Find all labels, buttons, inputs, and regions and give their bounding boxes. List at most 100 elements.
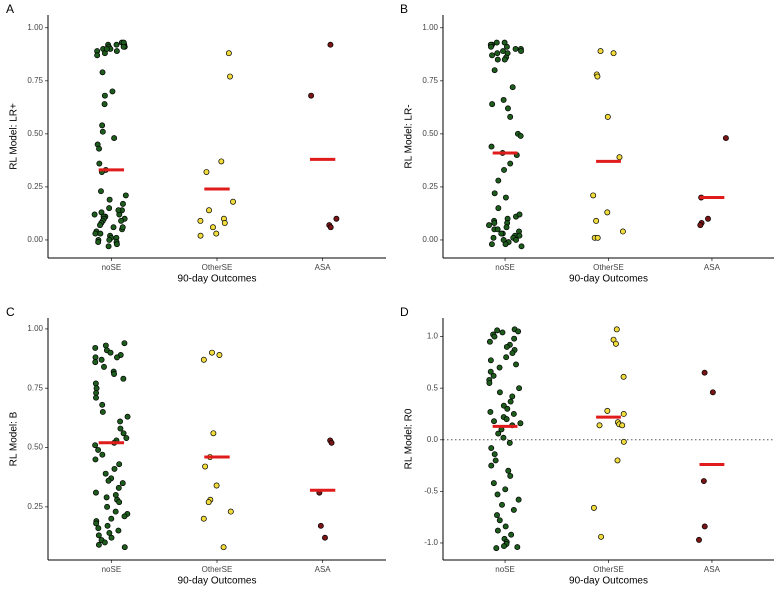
data-point [697,222,704,229]
x-tick-label: noSE [102,565,122,574]
data-point [500,96,507,103]
data-point [490,234,497,241]
data-point [97,230,104,237]
x-axis-label: 90-day Outcomes [178,576,257,587]
data-point [491,190,498,197]
data-point [493,545,500,552]
data-point [104,503,111,510]
data-point [210,430,217,437]
y-tick-label: 0.50 [27,443,43,452]
data-point [322,534,328,541]
y-tick-label: 1.00 [27,23,43,32]
data-point [701,523,708,530]
data-point [113,48,120,55]
y-tick-label: 0.00 [422,235,438,244]
panel-label: B [400,2,408,16]
data-point [92,344,99,351]
data-point [101,92,108,99]
data-point [492,457,499,464]
data-point [594,73,601,80]
data-point [112,492,119,498]
data-point [118,217,125,224]
data-point [509,350,516,357]
data-point [696,536,702,543]
data-point [518,48,525,55]
data-point [101,539,108,546]
x-tick-label: noSE [102,263,122,272]
data-point [99,128,106,135]
data-point [597,48,604,55]
panel-label: A [6,2,14,16]
data-point [117,418,124,425]
data-point [111,135,118,142]
data-point [494,50,501,57]
x-tick-label: ASA [315,565,332,574]
data-point [594,234,601,241]
data-point [495,177,502,184]
y-tick-label: -0.5 [424,486,438,495]
data-point [507,113,514,120]
data-point [613,326,620,333]
y-tick-label: 0.0 [427,435,439,444]
data-point [488,462,495,469]
data-point [496,389,503,396]
data-point [93,489,99,496]
data-point [516,211,523,218]
data-point [113,41,120,48]
data-point [121,544,128,551]
data-point [109,88,116,95]
y-tick-label: 0.75 [27,383,43,392]
data-point [498,230,505,237]
x-tick-label: noSE [495,263,515,272]
data-point [327,224,334,231]
data-point [516,232,523,239]
data-point [91,211,98,218]
data-point [106,237,113,243]
data-point [119,224,126,231]
data-point [494,226,501,233]
data-point [494,56,501,63]
data-point [610,50,617,57]
data-point [317,522,324,529]
data-point [518,243,525,250]
data-point [507,472,514,479]
data-point [509,84,516,91]
data-point [333,215,340,222]
data-point [227,73,233,80]
data-point [596,422,603,429]
data-point [210,224,216,231]
data-point [117,425,124,432]
data-point [116,499,123,506]
data-point [511,335,518,342]
data-point [121,513,128,520]
data-point [95,239,102,246]
y-tick-label: 0.5 [427,383,439,392]
data-point [213,230,220,237]
data-point [110,224,117,231]
data-point [501,166,507,173]
data-point [501,56,508,63]
data-point [494,491,501,498]
data-point [227,508,234,515]
data-point [120,375,127,382]
data-point [202,463,209,470]
data-point [98,188,104,195]
data-point [92,230,99,237]
data-point [206,207,212,214]
data-point [491,418,497,425]
data-point [486,380,493,386]
data-point [197,217,204,224]
y-tick-label: 0.75 [422,76,438,85]
x-axis-label: 90-day Outcomes [569,274,648,285]
data-point [502,194,509,201]
data-point [503,416,510,423]
panel-label: C [6,305,15,319]
data-point [496,364,503,371]
x-tick-label: OtherSE [202,263,233,272]
data-point [504,405,511,412]
y-axis-label: RL Model: LR+ [9,103,20,170]
data-point [93,385,100,392]
y-tick-label: -1.0 [424,538,438,547]
data-point [93,394,99,401]
